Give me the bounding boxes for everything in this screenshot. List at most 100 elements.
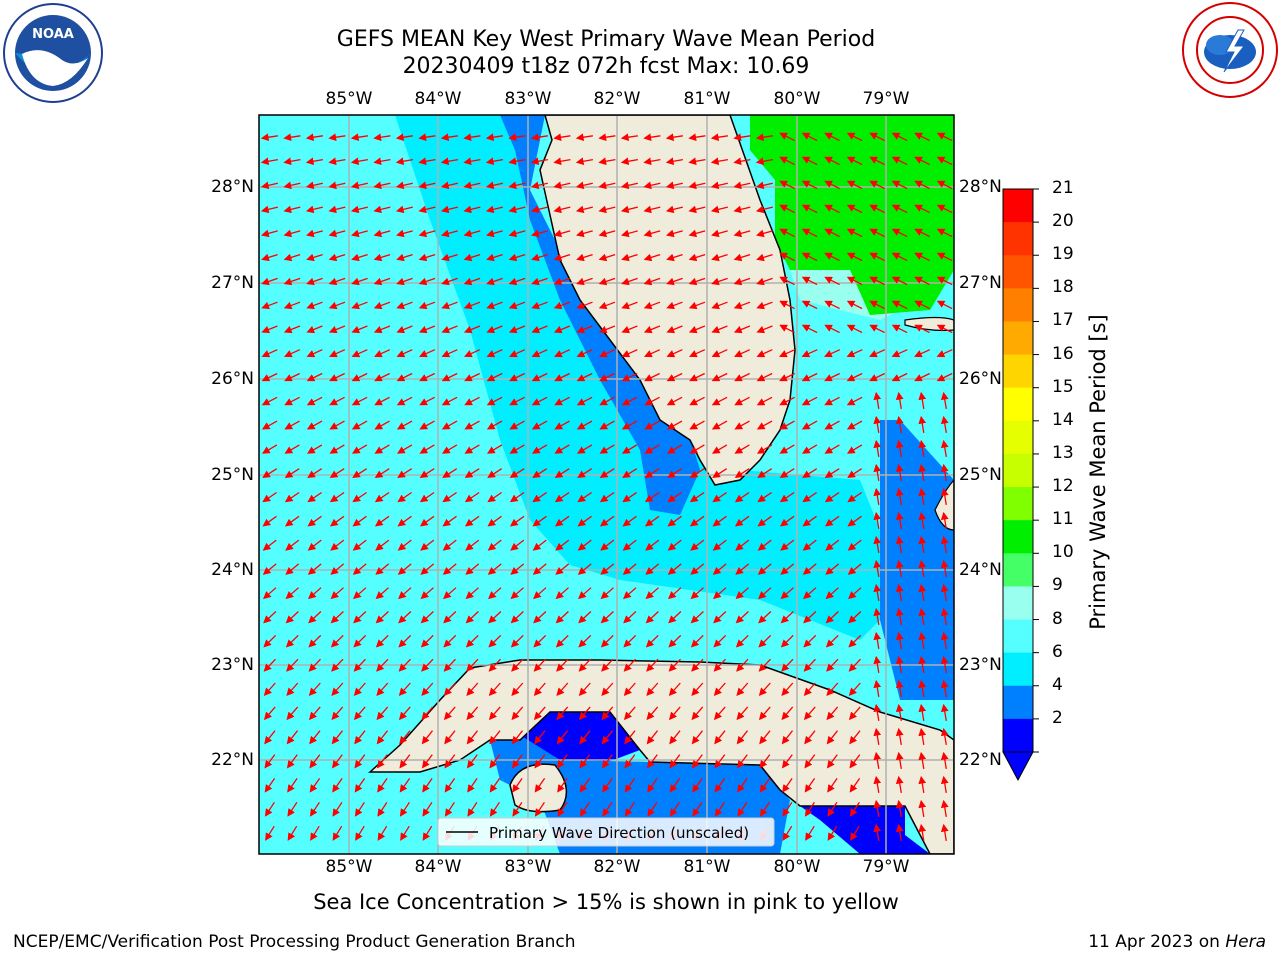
wave-arrow (328, 301, 346, 310)
wave-arrow (713, 634, 727, 648)
wave-arrow (421, 682, 434, 696)
wave-arrow (849, 778, 861, 793)
wave-arrow (353, 634, 367, 648)
wave-arrow (623, 658, 636, 672)
wave-arrow (557, 801, 568, 817)
wave-arrow (873, 583, 882, 602)
wave-arrow (756, 301, 773, 310)
wave-arrow (620, 181, 638, 190)
wave-arrow (620, 133, 638, 142)
wave-arrow (712, 563, 727, 575)
wave-arrow (895, 559, 904, 578)
wave-arrow (918, 703, 927, 722)
wave-arrow (665, 157, 684, 166)
wave-arrow (306, 372, 323, 382)
wave-arrow (419, 349, 436, 358)
wave-arrow (419, 491, 435, 503)
wave-arrow (644, 468, 660, 479)
wave-arrow (444, 754, 456, 769)
wave-arrow (286, 706, 299, 721)
colorbar-tick-label: 6 (1052, 641, 1063, 662)
wave-arrow (691, 730, 704, 745)
wave-arrow (756, 396, 773, 406)
wave-arrow (351, 420, 368, 430)
wave-arrow (578, 587, 592, 600)
wave-arrow (782, 778, 793, 793)
wave-arrow (755, 157, 774, 166)
wave-arrow (734, 468, 750, 479)
wave-arrow (465, 587, 479, 600)
wave-arrow (755, 205, 773, 214)
wave-arrow (891, 372, 908, 382)
wave-arrow (936, 252, 953, 262)
wave-arrow (307, 539, 322, 551)
wave-arrow (554, 444, 570, 454)
wave-arrow (918, 607, 927, 626)
wave-arrow (534, 730, 546, 745)
wave-arrow (598, 181, 616, 190)
wave-arrow (398, 587, 412, 600)
wave-arrow (554, 491, 570, 503)
wave-arrow (264, 778, 276, 793)
wave-arrow (418, 133, 436, 142)
wave-arrow (735, 563, 750, 575)
wave-arrow (779, 180, 795, 190)
wave-arrow (486, 325, 503, 334)
wave-arrow (534, 778, 546, 793)
wave-arrow (869, 300, 885, 310)
wave-arrow (869, 324, 885, 334)
wave-arrow (621, 301, 638, 310)
wave-arrow (801, 252, 818, 262)
wave-arrow (668, 587, 682, 600)
wave-arrow (936, 180, 953, 190)
wave-arrow (555, 587, 569, 600)
wave-arrow (824, 396, 840, 406)
wave-arrow (577, 515, 592, 527)
wave-arrow (824, 349, 841, 358)
wave-arrow (598, 229, 616, 238)
wave-arrow (374, 420, 390, 430)
wave-period-band-10-11 (750, 115, 954, 315)
wave-arrow (802, 491, 817, 503)
wave-arrow (487, 563, 502, 575)
wave-arrow (598, 301, 616, 310)
wave-arrow (735, 587, 749, 600)
wave-arrow (307, 515, 322, 527)
wave-arrow (511, 754, 523, 769)
wave-arrow (692, 801, 703, 817)
wave-arrow (756, 325, 773, 334)
wave-arrow (463, 277, 481, 286)
wave-arrow (802, 468, 818, 479)
wave-arrow (306, 349, 323, 358)
wave-arrow (287, 801, 298, 817)
wave-arrow (940, 631, 949, 650)
wave-arrow (665, 133, 683, 142)
lat-label-right: 24°N (959, 560, 1002, 580)
wave-arrow (666, 277, 683, 286)
wave-arrow (283, 181, 301, 190)
wave-arrow (262, 468, 278, 479)
wave-arrow (463, 325, 481, 334)
wave-arrow (353, 611, 367, 624)
wave-arrow (779, 204, 795, 214)
wave-arrow (891, 156, 908, 166)
wave-arrow (824, 444, 840, 454)
wave-arrow (487, 468, 503, 479)
colorbar-tick-label: 8 (1052, 608, 1063, 629)
wave-arrow (666, 372, 683, 382)
lon-label-top: 82°W (593, 89, 641, 109)
wave-arrow (284, 491, 300, 503)
wave-arrow (443, 611, 457, 624)
wave-arrow (599, 349, 616, 358)
wave-arrow (711, 229, 728, 238)
wave-arrow (849, 754, 861, 769)
wave-arrow (940, 535, 949, 554)
wave-arrow (620, 205, 638, 214)
wave-arrow (396, 444, 413, 454)
wave-arrow (779, 156, 795, 166)
wave-arrow (801, 396, 818, 406)
wave-arrow (489, 730, 501, 745)
wave-arrow (486, 420, 503, 430)
wave-arrow (826, 730, 839, 745)
wave-arrow (781, 754, 793, 769)
